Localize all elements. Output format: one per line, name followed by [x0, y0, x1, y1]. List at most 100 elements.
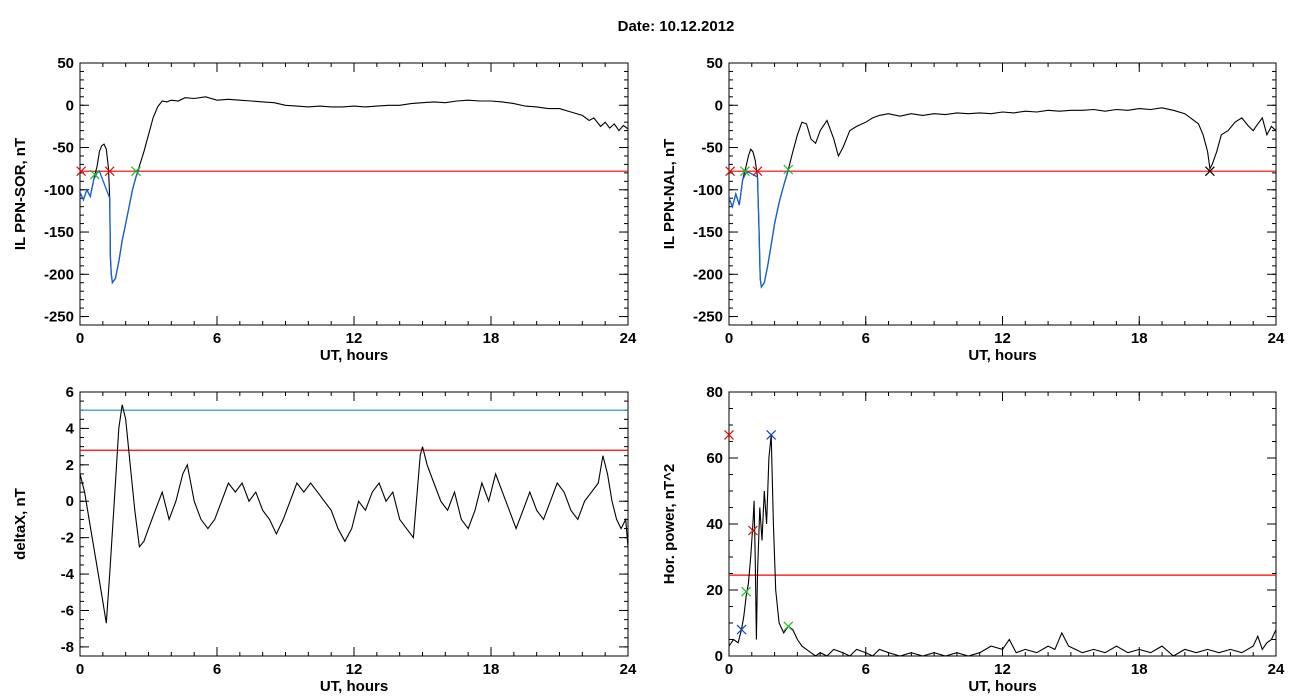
y-tick-label: -8: [61, 639, 74, 656]
x-tick-label: 6: [213, 661, 221, 678]
y-tick-label: -200: [693, 266, 723, 283]
y-tick-label: 60: [706, 450, 723, 467]
marker-stroke: [740, 166, 750, 177]
y-tick-label: -250: [44, 309, 74, 326]
y-tick-label: -150: [44, 224, 74, 241]
x-axis-label: UT, hours: [968, 678, 1036, 695]
marker-stroke: [736, 624, 747, 635]
marker-red: [725, 166, 736, 177]
marker-green: [741, 586, 752, 597]
x-tick-label: 12: [994, 661, 1011, 678]
y-tick-label: 50: [706, 55, 723, 72]
y-tick-label: -50: [52, 140, 74, 157]
panel-nal: 0 6 12 18 24 50 0 -50 -100 -150 -200 -250 UT, hours I…: [661, 55, 1285, 364]
marker-stroke: [783, 621, 794, 632]
x-tick-label: 24: [1268, 661, 1285, 678]
y-tick-label: 6: [66, 384, 74, 401]
y-tick-label: 0: [66, 493, 74, 510]
panel-deltax: 0 6 12 18 24 6 4 2 0 -2 -4 -6 -8 UT, hours deltaX, nT: [12, 384, 637, 695]
x-tick-label: 12: [346, 330, 363, 347]
y-tick-label: 50: [57, 55, 74, 72]
marker-stroke: [131, 166, 141, 177]
x-tick-label: 6: [862, 330, 870, 347]
x-tick-label: 6: [862, 661, 870, 678]
marker-red: [752, 166, 763, 177]
plot-frame: [79, 62, 629, 326]
marker-green: [131, 166, 141, 177]
y-tick-label: -250: [693, 309, 723, 326]
x-tick-label: 6: [213, 330, 221, 347]
y-axis-label: Hor. power, nT^2: [661, 464, 678, 584]
marker-stroke: [783, 164, 794, 175]
y-tick-label: -100: [693, 182, 723, 199]
y-tick-label: -200: [44, 266, 74, 283]
y-tick-label: -100: [44, 182, 74, 199]
series-line-black: [80, 404, 628, 624]
marker-stroke: [741, 586, 752, 597]
y-tick-label: -4: [61, 566, 75, 583]
y-tick-label: -2: [61, 530, 74, 547]
x-axis-label: UT, hours: [320, 347, 388, 364]
y-tick-label: 80: [706, 384, 723, 401]
panel-hor-power: 0 6 12 18 24 80 60 40 20 0 UT, hours Hor. power, nT…: [661, 384, 1285, 695]
y-tick-label: 2: [66, 457, 74, 474]
marker-red: [76, 166, 87, 177]
x-tick-label: 0: [725, 661, 733, 678]
marker-green: [783, 164, 794, 175]
marker-stroke: [89, 169, 100, 180]
marker-stroke: [766, 429, 777, 440]
panel-sor: 0 6 12 18 24 50 0 -50 -100 -150 -200 -250 UT, hours I…: [12, 55, 637, 364]
marker-stroke: [1204, 166, 1215, 177]
x-tick-label: 18: [483, 330, 500, 347]
marker-green: [783, 621, 794, 632]
y-tick-label: -150: [693, 224, 723, 241]
y-tick-label: 0: [715, 648, 723, 665]
x-tick-label: 18: [1131, 330, 1148, 347]
y-axis-label: IL PPN-SOR, nT: [12, 138, 29, 250]
y-tick-label: 40: [706, 516, 723, 533]
plot-frame: [79, 391, 629, 657]
marker-stroke: [725, 166, 736, 177]
x-tick-label: 0: [76, 661, 84, 678]
series-line-blue: [80, 167, 141, 285]
x-tick-label: 0: [76, 330, 84, 347]
x-tick-label: 18: [1131, 661, 1148, 678]
series-line-blue: [729, 170, 789, 289]
marker-stroke: [752, 166, 763, 177]
marker-stroke: [748, 525, 758, 536]
x-tick-label: 0: [725, 330, 733, 347]
plot-frame: [728, 391, 1277, 657]
x-tick-label: 24: [620, 330, 637, 347]
y-tick-label: 20: [706, 582, 723, 599]
marker-stroke: [724, 429, 734, 440]
marker-blue: [766, 429, 777, 440]
marker-blue: [736, 624, 747, 635]
marker-green: [740, 166, 750, 177]
marker-stroke: [104, 166, 115, 177]
y-tick-label: -6: [61, 602, 74, 619]
marker-red: [104, 166, 115, 177]
marker-red: [748, 525, 758, 536]
x-tick-label: 12: [346, 661, 363, 678]
plot-frame: [728, 62, 1277, 326]
x-axis-label: UT, hours: [320, 678, 388, 695]
x-tick-label: 24: [620, 661, 637, 678]
series-line-black: [729, 434, 1276, 656]
marker-stroke: [76, 166, 87, 177]
marker-black: [1204, 166, 1215, 177]
y-tick-label: 0: [66, 97, 74, 114]
x-tick-label: 12: [994, 330, 1011, 347]
series-line-black: [729, 107, 1276, 289]
y-axis-label: IL PPN-NAL, nT: [661, 139, 678, 250]
marker-green: [89, 169, 100, 180]
page-title: Date: 10.12.2012: [617, 18, 735, 35]
series-line-black: [80, 96, 628, 285]
x-tick-label: 18: [483, 661, 500, 678]
y-axis-label: deltaX, nT: [12, 488, 29, 560]
y-tick-label: 0: [715, 97, 723, 114]
y-tick-label: -50: [701, 140, 723, 157]
x-tick-label: 24: [1268, 330, 1285, 347]
x-axis-label: UT, hours: [968, 347, 1036, 364]
marker-red: [724, 429, 734, 440]
